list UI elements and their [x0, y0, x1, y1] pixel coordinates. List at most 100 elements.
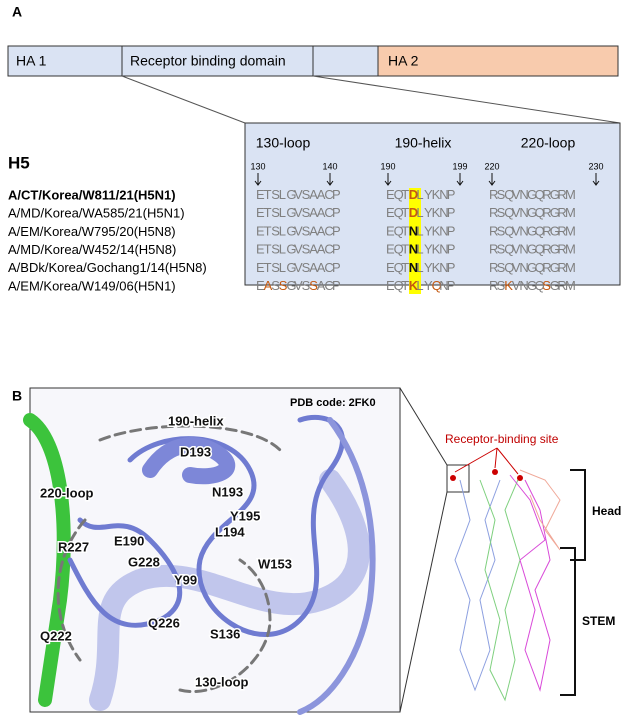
residue-label: W153 — [258, 556, 292, 571]
sequence: ETSLGVSAACP — [256, 260, 341, 275]
zoom-line — [312, 75, 621, 124]
position-label: 140 — [322, 161, 337, 171]
position-label: 190 — [380, 161, 395, 171]
residue-label: Y99 — [174, 572, 197, 587]
sequence: RSQVNGQRGRM — [489, 206, 576, 221]
residue-label: R227 — [58, 539, 89, 554]
site-label: Receptor-binding site — [445, 432, 559, 446]
residue-label: N193 — [212, 484, 243, 499]
chain — [479, 474, 521, 702]
residue-label: Q222 — [40, 628, 72, 643]
position-arrow — [254, 173, 262, 186]
domain — [312, 45, 379, 77]
bracket — [570, 469, 586, 561]
strain-name: A/MD/Korea/W452/14(H5N8) — [8, 242, 176, 257]
chain — [519, 469, 561, 551]
region-header: 190-helix — [395, 135, 452, 151]
sequence: EQTKLYQNP — [386, 278, 455, 293]
domain — [7, 45, 123, 77]
domain — [121, 45, 314, 77]
sequence: EQTDLYKNP — [386, 187, 455, 202]
dashed-arc — [98, 424, 282, 452]
helix — [142, 437, 236, 485]
sequence: RSKVNGQSGRM — [489, 278, 576, 293]
trimer — [454, 469, 561, 702]
panel-label: A — [12, 4, 22, 20]
sequence: ETSLGVSAACP — [256, 242, 341, 257]
subtype: H5 — [8, 153, 30, 172]
alignment-box — [244, 122, 621, 286]
strand — [23, 413, 71, 707]
alignment: 130-loop 190-helix 220-loop 130 140 190 199 220… — [8, 135, 604, 294]
region-label: 220-loop — [40, 485, 94, 500]
position-label: 220 — [484, 161, 499, 171]
sequence: RSQVNGQRGRM — [489, 187, 576, 202]
sequence: RSQVNGQRGRM — [489, 260, 576, 275]
sequence: ETSLGVSAACP — [256, 224, 341, 239]
ribbon — [67, 517, 183, 628]
bracket — [560, 547, 576, 696]
sequence: EQTNLYKNP — [386, 242, 455, 257]
zoom-box — [446, 464, 470, 493]
chain — [509, 474, 551, 692]
domain — [377, 45, 619, 77]
highlight-column — [409, 188, 421, 294]
site-marker — [492, 469, 498, 475]
residue-label: E190 — [114, 533, 144, 548]
position-label: 130 — [250, 161, 265, 171]
sequence: EASSGVSSACP — [256, 278, 341, 293]
position-arrow — [384, 173, 392, 186]
sequence: RSQVNGQRGRM — [489, 224, 576, 239]
site-marker — [517, 475, 523, 481]
region-label: 190-helix — [168, 413, 224, 428]
region-label: 130-loop — [195, 674, 249, 689]
ribbon — [297, 417, 376, 715]
residue-label: Q226 — [148, 615, 180, 630]
region-header: 130-loop — [256, 135, 311, 151]
position-label: 230 — [588, 161, 603, 171]
residue-label: D193 — [180, 444, 211, 459]
strain-name: A/MD/Korea/WA585/21(H5N1) — [8, 206, 185, 221]
position-label: 199 — [452, 161, 467, 171]
position-arrow — [488, 173, 496, 186]
residue-label: S136 — [210, 626, 240, 641]
pdb-code: PDB code: 2FK0 — [290, 397, 376, 409]
domain-label: HA 2 — [388, 53, 419, 69]
site-pointer — [454, 447, 519, 475]
chain — [454, 479, 501, 692]
dashed-arc — [56, 518, 87, 662]
sheet — [89, 469, 370, 711]
residue-label: Y195 — [230, 508, 260, 523]
sequence: EQTDLYKNP — [386, 206, 455, 221]
residue-label: L194 — [215, 524, 245, 539]
panel-label: B — [12, 388, 22, 404]
position-arrow — [592, 173, 600, 186]
position-arrow — [456, 173, 464, 186]
structure — [23, 413, 376, 715]
head-label: Head — [592, 504, 621, 518]
stem-label: STEM — [582, 614, 615, 628]
strain-name: A/CT/Korea/W811/21(H5N1) — [8, 187, 176, 202]
position-arrow — [326, 173, 334, 186]
site-marker — [450, 475, 456, 481]
sequence: ETSLGVSAACP — [256, 187, 341, 202]
domain-bar — [7, 45, 619, 77]
domain-label: Receptor binding domain — [130, 53, 286, 69]
residue-label: G228 — [128, 554, 160, 569]
strain-name: A/EM/Korea/W795/20(H5N8) — [8, 224, 176, 239]
dashed-arc — [178, 558, 272, 693]
zoom-line — [399, 491, 448, 713]
region-header: 220-loop — [521, 135, 576, 151]
domain-label: HA 1 — [16, 53, 47, 69]
strain-name: A/BDk/Korea/Gochang1/14(H5N8) — [8, 260, 207, 275]
zoom-line — [121, 75, 246, 124]
sequence: EQTNLYKNP — [386, 224, 455, 239]
sequence: EQTNLYKNP — [386, 260, 455, 275]
zoom-line — [399, 387, 448, 466]
sequence: ETSLGVSAACP — [256, 206, 341, 221]
strain-name: A/EM/Korea/W149/06(H5N1) — [8, 278, 176, 293]
sequence: RSQVNGQRGRM — [489, 242, 576, 257]
ribbon — [127, 414, 345, 637]
